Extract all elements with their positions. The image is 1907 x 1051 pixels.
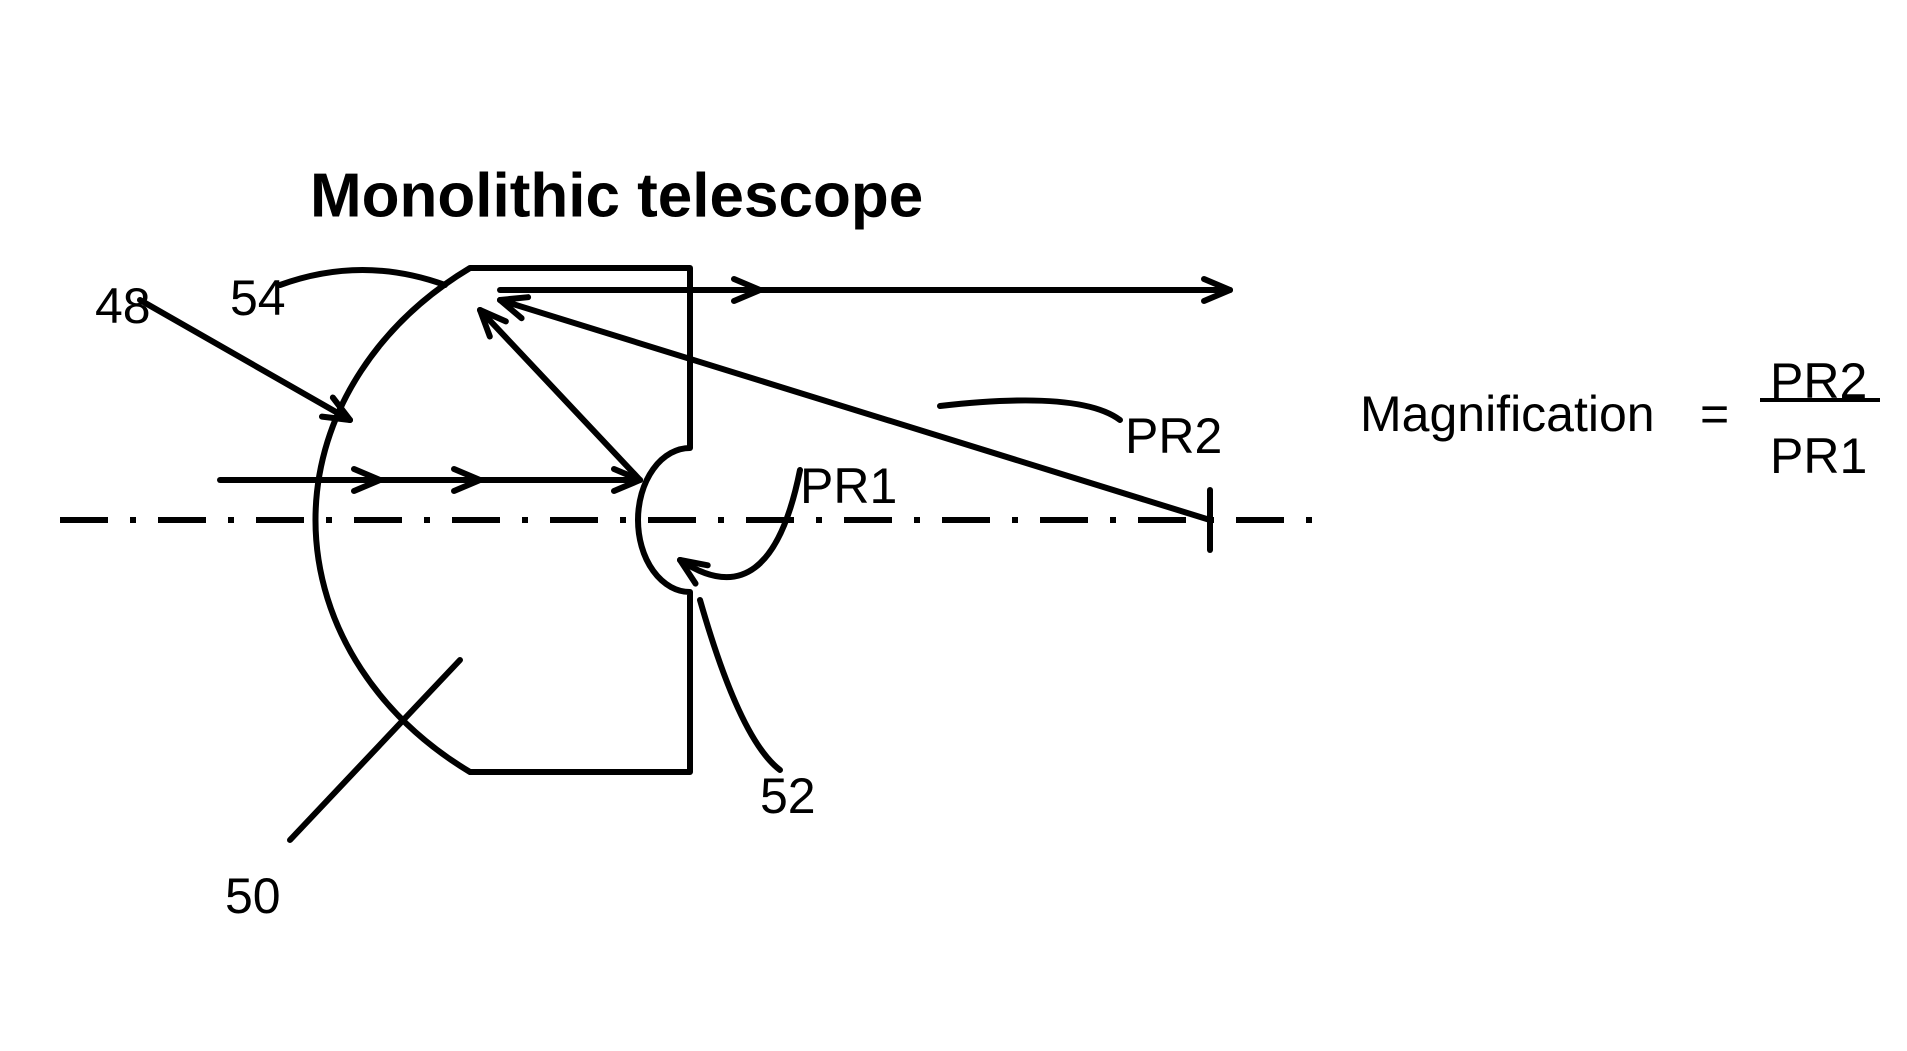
eq-lhs: Magnification bbox=[1360, 386, 1655, 442]
label-pr1: PR1 bbox=[800, 458, 897, 514]
label-54: 54 bbox=[230, 270, 286, 326]
eq-equals: = bbox=[1700, 386, 1729, 442]
label-50: 50 bbox=[225, 868, 281, 924]
label-52: 52 bbox=[760, 768, 816, 824]
diagram-title: Monolithic telescope bbox=[310, 161, 923, 230]
eq-denominator: PR1 bbox=[1770, 428, 1867, 484]
label-pr2: PR2 bbox=[1125, 408, 1222, 464]
label-48: 48 bbox=[95, 278, 151, 334]
